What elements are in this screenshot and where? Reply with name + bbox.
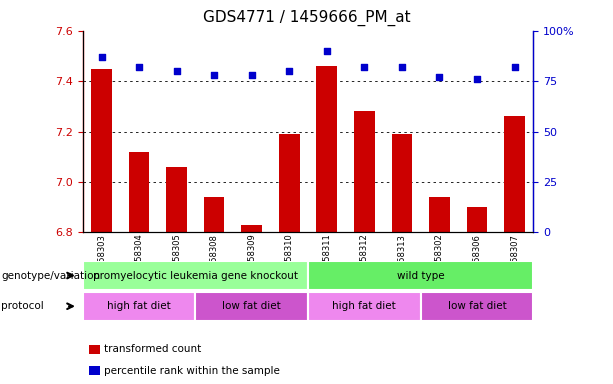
Point	[435, 74, 444, 80]
Point	[359, 64, 369, 70]
Point	[322, 48, 332, 54]
Point	[134, 64, 144, 70]
Bar	[83, 261, 308, 290]
Bar	[129, 152, 150, 232]
Text: high fat diet: high fat diet	[107, 301, 171, 311]
Bar	[196, 292, 308, 321]
Bar	[392, 134, 412, 232]
Point	[247, 72, 257, 78]
Text: promyelocytic leukemia gene knockout: promyelocytic leukemia gene knockout	[93, 270, 298, 281]
Text: GDS4771 / 1459666_PM_at: GDS4771 / 1459666_PM_at	[203, 10, 410, 26]
Bar	[429, 197, 450, 232]
Bar	[91, 68, 112, 232]
Text: genotype/variation: genotype/variation	[1, 270, 101, 281]
Text: percentile rank within the sample: percentile rank within the sample	[104, 366, 280, 376]
Point	[172, 68, 181, 74]
Point	[97, 54, 107, 60]
Bar	[421, 292, 533, 321]
Bar	[166, 167, 187, 232]
Point	[472, 76, 482, 82]
Text: protocol: protocol	[1, 301, 44, 311]
Point	[397, 64, 407, 70]
Bar	[279, 134, 300, 232]
Bar	[466, 207, 487, 232]
Text: transformed count: transformed count	[104, 344, 202, 354]
Text: low fat diet: low fat diet	[223, 301, 281, 311]
Point	[284, 68, 294, 74]
Text: wild type: wild type	[397, 270, 444, 281]
Bar	[354, 111, 375, 232]
Bar	[83, 292, 196, 321]
Bar	[308, 292, 421, 321]
Bar	[89, 366, 100, 375]
Text: high fat diet: high fat diet	[332, 301, 396, 311]
Point	[209, 72, 219, 78]
Bar	[242, 225, 262, 232]
Bar	[89, 345, 100, 354]
Bar	[504, 116, 525, 232]
Bar	[308, 261, 533, 290]
Point	[509, 64, 519, 70]
Text: low fat diet: low fat diet	[447, 301, 506, 311]
Bar	[204, 197, 224, 232]
Bar	[316, 66, 337, 232]
